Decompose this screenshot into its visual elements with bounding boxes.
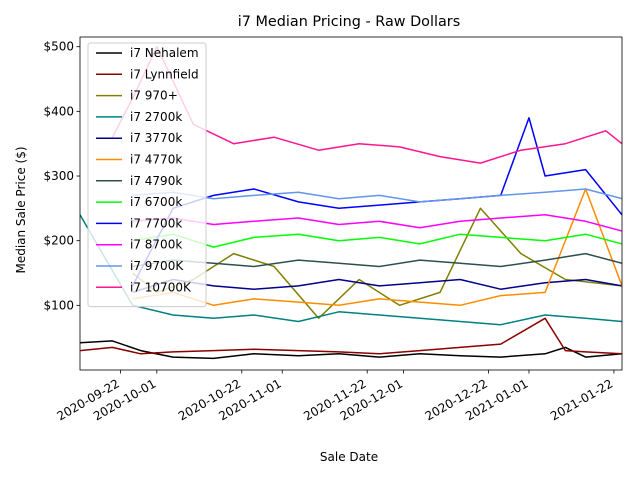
series-line-i7-7700k — [131, 117, 622, 287]
legend-label: i7 6700k — [130, 195, 182, 209]
series-line-i7-2700k — [80, 214, 622, 326]
legend-box — [87, 42, 207, 308]
y-tick-label: $300 — [43, 169, 74, 183]
y-axis-title: Median Sale Price ($) — [14, 146, 28, 273]
legend-label: i7 970+ — [130, 89, 178, 103]
legend-label: i7 9700K — [130, 259, 184, 273]
series-line-i7-4790k — [132, 252, 622, 268]
x-axis-title: Sale Date — [320, 450, 378, 464]
legend-label: i7 Lynnfield — [130, 67, 199, 81]
legend-label: i7 Nehalem — [130, 46, 199, 60]
series-line-i7-9700k — [132, 188, 622, 203]
legend-label: i7 10700K — [130, 280, 192, 294]
y-tick-label: $100 — [43, 298, 74, 312]
series-line-i7-8700k — [132, 214, 622, 232]
y-tick-label: $500 — [43, 40, 74, 54]
series-lines — [80, 45, 622, 360]
legend: i7 Nehalem i7 Lynnfield i7 970+ i7 2700k i7 … — [87, 42, 207, 308]
series-line-i7-lynnfield — [80, 317, 622, 355]
legend-label: i7 8700k — [130, 238, 182, 252]
legend-label: i7 2700k — [130, 110, 182, 124]
y-tick-label: $400 — [43, 104, 74, 118]
legend-label: i7 4790k — [130, 174, 182, 188]
chart-title: i7 Median Pricing - Raw Dollars — [238, 14, 460, 30]
y-axis: $100 $200 $300 $400 $500 — [43, 40, 80, 312]
plot-frame — [79, 36, 623, 371]
series-line-i7-6700k — [132, 233, 622, 248]
y-tick-label: $200 — [43, 234, 74, 248]
legend-label: i7 4770k — [130, 153, 182, 167]
series-line-i7-3770k — [132, 278, 622, 294]
legend-label: i7 3770k — [130, 131, 182, 145]
legend-label: i7 7700k — [130, 216, 182, 230]
series-line-i7-nehalem — [80, 340, 622, 360]
series-line-i7-4770k — [132, 188, 622, 307]
